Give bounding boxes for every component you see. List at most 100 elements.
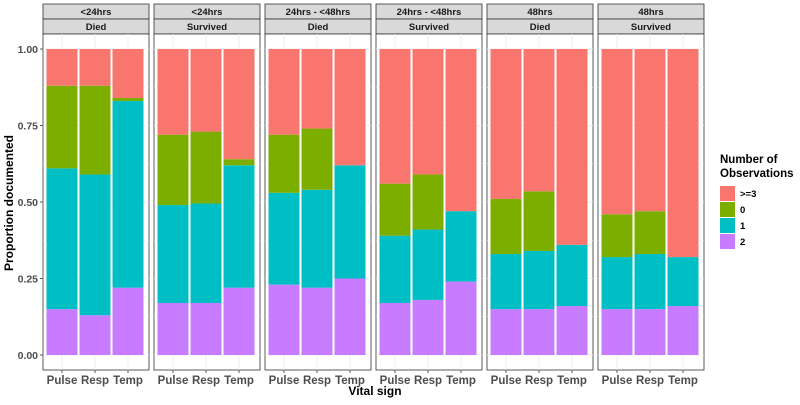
- bar-segment-ge3: [445, 49, 477, 212]
- bar-segment-1: [445, 211, 477, 282]
- bar-segment-ge3: [157, 49, 189, 135]
- bar-segment-ge3: [667, 49, 699, 258]
- legend-label: >=3: [740, 189, 756, 200]
- bar-segment-1: [190, 203, 222, 303]
- panel: 24hrs - <48hrs Died Pulse Resp Temp: [264, 3, 372, 387]
- bar-segment-2: [157, 302, 189, 355]
- panel: 48hrs Survived Pulse Resp Temp: [597, 3, 705, 387]
- bar-segment-0: [412, 174, 444, 230]
- x-axis-label: Vital sign: [348, 384, 401, 398]
- bar-segment-0: [46, 85, 78, 169]
- legend-label: 1: [740, 221, 746, 232]
- facet-label-time: 48hrs: [527, 7, 552, 18]
- x-tick-label: Resp: [303, 375, 331, 387]
- bar-segment-1: [490, 254, 522, 310]
- bar-segment-0: [190, 131, 222, 204]
- bar-segment-1: [601, 257, 633, 310]
- x-tick-label: Resp: [414, 375, 442, 387]
- bar-segment-1: [223, 165, 255, 288]
- facet-label-time: 24hrs - <48hrs: [397, 7, 462, 18]
- bar-segment-2: [223, 287, 255, 355]
- bar-segment-0: [268, 134, 300, 193]
- bar-segment-ge3: [556, 49, 588, 245]
- bar-segment-1: [79, 174, 111, 316]
- bar-segment-1: [379, 235, 411, 303]
- bar-segment-2: [112, 287, 144, 355]
- x-tick-label: Temp: [113, 375, 143, 387]
- panel: <24hrs Died Pulse Resp Temp: [42, 3, 150, 387]
- x-tick-label: Temp: [557, 375, 587, 387]
- bar-segment-2: [634, 309, 666, 355]
- x-tick-label: Resp: [636, 375, 664, 387]
- y-tick-label: 0.75: [18, 121, 39, 133]
- legend-key: [720, 234, 735, 249]
- y-tick-label: 0.50: [18, 197, 39, 209]
- bar-segment-0: [157, 134, 189, 206]
- bar-segment-0: [79, 85, 111, 175]
- legend-title: Number of: [720, 154, 778, 166]
- bar-segment-0: [112, 97, 144, 102]
- bar-segment-ge3: [112, 49, 144, 98]
- legend-key: [720, 218, 735, 233]
- bar-segment-ge3: [301, 49, 333, 129]
- facet-label-time: <24hrs: [192, 7, 223, 18]
- bar-segment-2: [379, 302, 411, 355]
- bar-segment-0: [301, 128, 333, 190]
- bar-segment-ge3: [379, 49, 411, 184]
- panel: 48hrs Died Pulse Resp Temp: [486, 3, 594, 387]
- bar-segment-0: [601, 214, 633, 258]
- facet-label-time: <24hrs: [81, 7, 112, 18]
- bar-segment-ge3: [601, 49, 633, 215]
- facet-label-outcome: Survived: [187, 22, 227, 33]
- bar-segment-1: [556, 244, 588, 307]
- y-axis: 0.00 0.25 0.50 0.75 1.00: [18, 44, 43, 362]
- bar-segment-2: [601, 309, 633, 355]
- legend-label: 2: [740, 237, 745, 248]
- bar-segment-ge3: [412, 49, 444, 175]
- bar-segment-2: [412, 299, 444, 355]
- legend-key: [720, 202, 735, 217]
- bar-segment-1: [412, 229, 444, 300]
- panel: 24hrs - <48hrs Survived Pulse Resp Temp: [375, 3, 483, 387]
- x-tick-label: Pulse: [491, 375, 522, 387]
- legend-label: 0: [740, 205, 745, 216]
- facet-label-time: 24hrs - <48hrs: [286, 7, 351, 18]
- bar-segment-2: [46, 309, 78, 355]
- x-tick-label: Pulse: [158, 375, 189, 387]
- x-tick-label: Pulse: [380, 375, 411, 387]
- legend-key: [720, 186, 735, 201]
- facet-label-outcome: Survived: [631, 22, 671, 33]
- y-tick-label: 0.00: [18, 350, 39, 362]
- y-tick-label: 0.25: [18, 274, 39, 286]
- bar-segment-1: [667, 257, 699, 307]
- y-tick-label: 1.00: [18, 44, 39, 56]
- bar-segment-2: [301, 287, 333, 355]
- x-tick-label: Pulse: [47, 375, 78, 387]
- bar-segment-1: [46, 168, 78, 310]
- bar-segment-0: [523, 191, 555, 251]
- legend: Number of Observations >=3 0 1 2: [720, 154, 794, 249]
- bar-segment-2: [268, 284, 300, 355]
- bar-segment-ge3: [190, 49, 222, 132]
- x-tick-label: Resp: [525, 375, 553, 387]
- bar-segment-1: [523, 250, 555, 310]
- bar-segment-ge3: [490, 49, 522, 199]
- bar-segment-ge3: [79, 49, 111, 86]
- bar-segment-ge3: [523, 49, 555, 192]
- x-tick-label: Temp: [224, 375, 254, 387]
- bar-segment-ge3: [334, 49, 366, 166]
- panel: <24hrs Survived Pulse Resp Temp: [153, 3, 261, 387]
- facet-label-outcome: Died: [86, 22, 107, 33]
- bar-segment-2: [334, 278, 366, 355]
- bar-segment-ge3: [634, 49, 666, 212]
- x-tick-label: Temp: [446, 375, 476, 387]
- bar-segment-ge3: [223, 49, 255, 160]
- y-axis-label: Proportion documented: [2, 135, 16, 271]
- legend-title: Observations: [720, 168, 794, 180]
- facet-label-time: 48hrs: [638, 7, 663, 18]
- bar-segment-0: [223, 159, 255, 166]
- facet-label-outcome: Died: [530, 22, 551, 33]
- bar-segment-2: [556, 306, 588, 355]
